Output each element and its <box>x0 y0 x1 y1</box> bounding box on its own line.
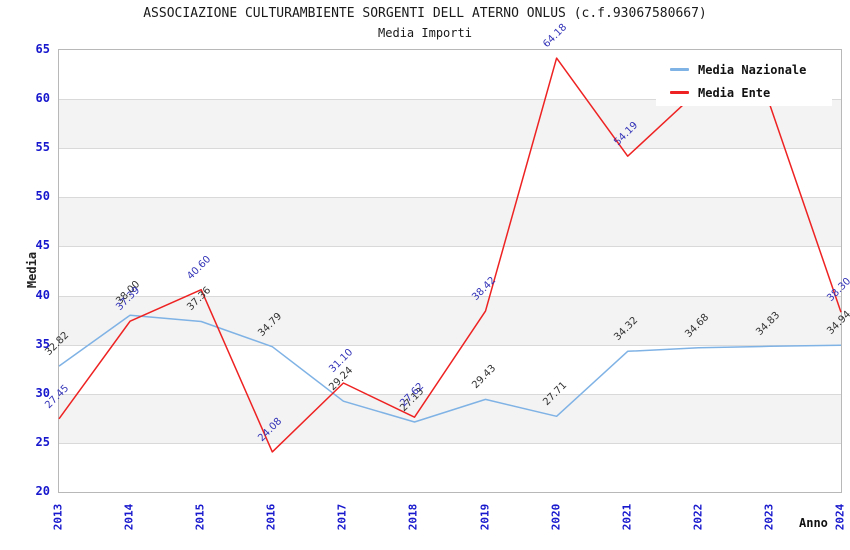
x-tick-label: 2017 <box>335 503 349 531</box>
x-tick-label: 2014 <box>122 503 136 531</box>
plot-band <box>59 344 841 394</box>
legend-box: Media Nazionale Media Ente <box>656 56 832 106</box>
y-tick-label: 30 <box>35 385 50 400</box>
legend-item-media-ente: Media Ente <box>670 86 832 100</box>
gridline <box>59 442 841 444</box>
ente-line-swatch-icon <box>670 91 689 94</box>
x-tick-label: 2023 <box>762 503 776 531</box>
legend-item-media-nazionale: Media Nazionale <box>670 63 832 77</box>
y-tick-label: 35 <box>35 336 50 351</box>
plot-band <box>59 442 841 492</box>
gridline <box>59 148 841 150</box>
plot-band <box>59 99 841 149</box>
series-lines <box>58 57 842 453</box>
y-tick-label: 45 <box>35 238 50 253</box>
x-tick-label: 2019 <box>478 503 492 531</box>
x-tick-label: 2016 <box>264 503 278 531</box>
plot-band <box>59 197 841 247</box>
y-axis-title: Media <box>25 251 39 289</box>
y-tick-label: 40 <box>35 287 50 302</box>
y-tick-label: 25 <box>35 434 50 449</box>
x-tick-label: 2022 <box>691 503 705 531</box>
x-tick-label: 2020 <box>549 503 563 531</box>
y-tick-label: 20 <box>35 484 50 498</box>
gridline <box>59 393 841 395</box>
x-tick-label: 2021 <box>620 503 634 531</box>
chart-subtitle: Media Importi <box>378 26 472 40</box>
legend-label: Media Ente <box>698 85 771 100</box>
x-tick-label: 2013 <box>51 503 65 531</box>
chart-title: ASSOCIAZIONE CULTURAMBIENTE SORGENTI DEL… <box>143 6 707 21</box>
gridline <box>59 344 841 346</box>
x-tick-label: 2024 <box>833 503 847 531</box>
plot-area: 32.82 38.00 37.36 34.79 29.24 27.13 29.43 27.71… <box>43 22 850 493</box>
legend-label: Media Nazionale <box>698 62 807 77</box>
gridline <box>59 295 841 297</box>
plot-band <box>59 246 841 296</box>
y-tick-label: 65 <box>35 42 50 56</box>
series-line-media-ente <box>58 57 842 453</box>
gridline <box>59 246 841 248</box>
gridline <box>59 197 841 199</box>
plot-band <box>59 393 841 443</box>
y-tick-label: 55 <box>35 140 50 155</box>
series-line-media-nazionale <box>58 314 842 423</box>
nazionale-line-swatch-icon <box>670 68 689 71</box>
gridline <box>59 99 841 101</box>
plot-band <box>59 148 841 198</box>
x-axis-title: Anno <box>799 516 828 530</box>
y-tick-label: 60 <box>35 91 50 106</box>
y-tick-label: 50 <box>35 189 50 204</box>
x-tick-label: 2015 <box>193 503 207 531</box>
x-tick-label: 2018 <box>406 503 420 531</box>
